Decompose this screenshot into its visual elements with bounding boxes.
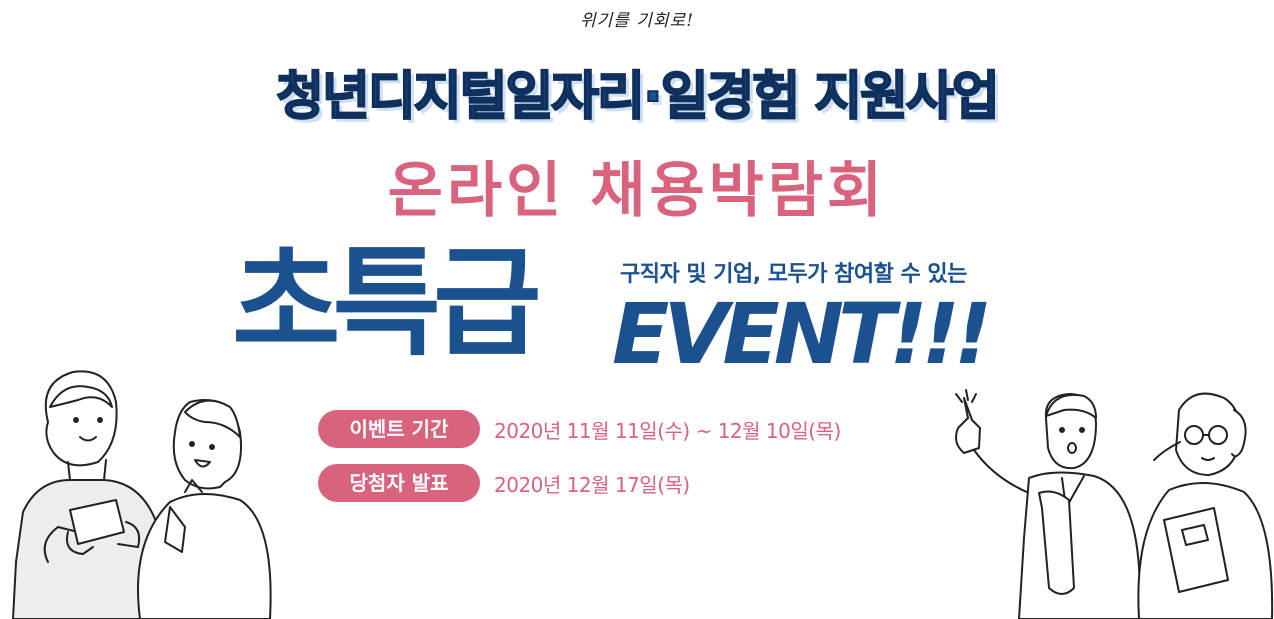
event-period-badge: 이벤트 기간: [318, 410, 480, 448]
winner-announcement-value: 2020년 12월 17일(목): [494, 472, 690, 497]
participation-caption: 구직자 및 기업, 모두가 참여할 수 있는: [620, 262, 967, 287]
event-period-value: 2020년 11월 11일(수) ~ 12월 10일(목): [494, 418, 841, 443]
event-word: EVENT!!!: [612, 285, 992, 383]
man-pointing-illustration: [955, 389, 1143, 619]
man-with-card-illustration: [12, 370, 169, 619]
program-title: 청년디지털일자리·일경험 지원사업: [275, 66, 1000, 128]
tagline: 위기를 기회로!: [579, 11, 695, 31]
woman-with-book-illustration: [1137, 392, 1274, 619]
fair-title: 온라인 채용박람회: [387, 156, 887, 226]
super-event-word: 초특급: [232, 234, 542, 372]
woman-clapping-illustration: [137, 399, 272, 619]
winner-announcement-badge: 당첨자 발표: [318, 464, 480, 502]
event-period-row: 이벤트 기간 2020년 11월 11일(수) ~ 12월 10일(목): [318, 410, 841, 448]
winner-announcement-row: 당첨자 발표 2020년 12월 17일(목): [318, 464, 690, 502]
